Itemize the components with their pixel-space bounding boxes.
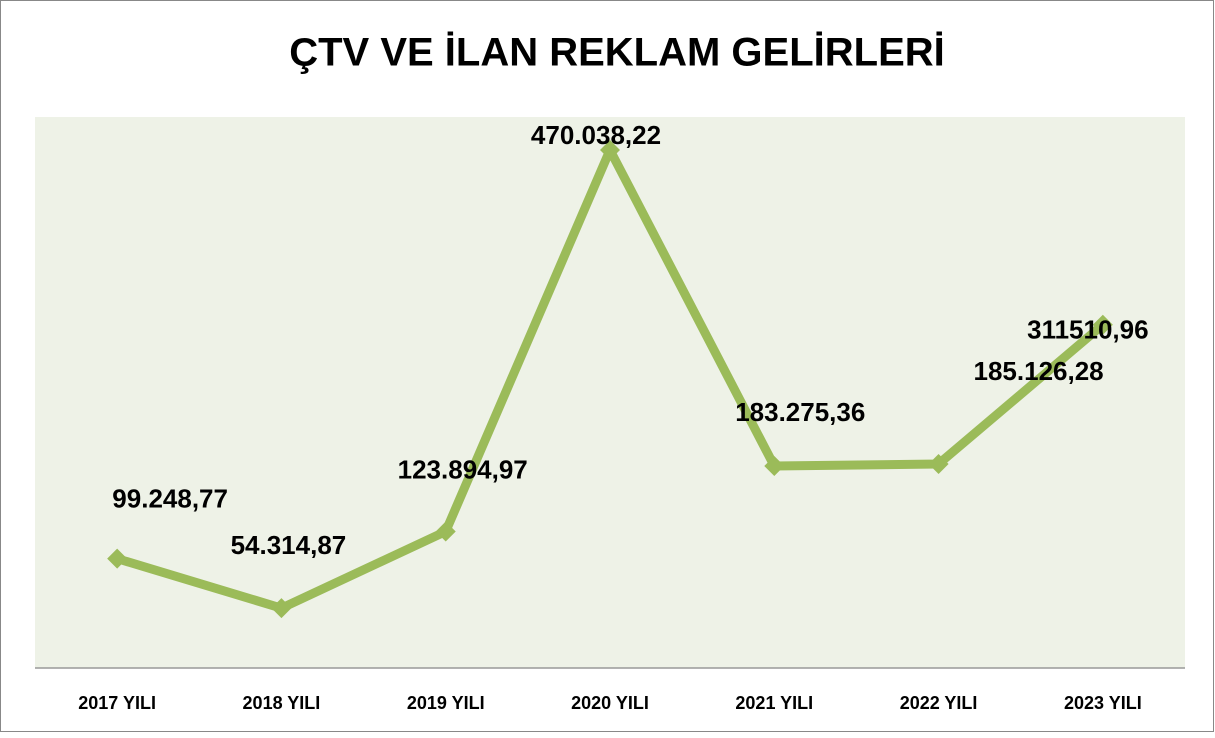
data-point: [600, 140, 620, 161]
data-point: [107, 548, 128, 569]
x-tick-label: 2017 YILI: [78, 693, 156, 713]
x-tick-label: 2019 YILI: [407, 693, 485, 713]
data-point: [435, 521, 456, 542]
data-label: 311510,96: [1027, 315, 1148, 345]
chart-title: ÇTV VE İLAN REKLAM GELİRLERİ: [289, 31, 945, 75]
data-point: [928, 453, 949, 474]
data-point: [764, 456, 785, 477]
plot-area: [35, 117, 1185, 668]
data-label: 183.275,36: [735, 397, 865, 427]
x-tick-label: 2018 YILI: [243, 693, 321, 713]
data-label: 99.248,77: [112, 484, 228, 514]
data-label: 54.314,87: [231, 530, 347, 560]
x-tick-label: 2020 YILI: [571, 693, 649, 713]
data-point: [1092, 314, 1113, 335]
data-label: 123.894,97: [398, 454, 528, 484]
x-tick-label: 2021 YILI: [735, 693, 813, 713]
data-label: 185.126,28: [974, 356, 1104, 386]
data-point: [271, 598, 292, 619]
data-label: 470.038,22: [531, 120, 661, 150]
x-tick-label: 2022 YILI: [900, 693, 978, 713]
x-tick-label: 2023 YILI: [1064, 693, 1142, 713]
